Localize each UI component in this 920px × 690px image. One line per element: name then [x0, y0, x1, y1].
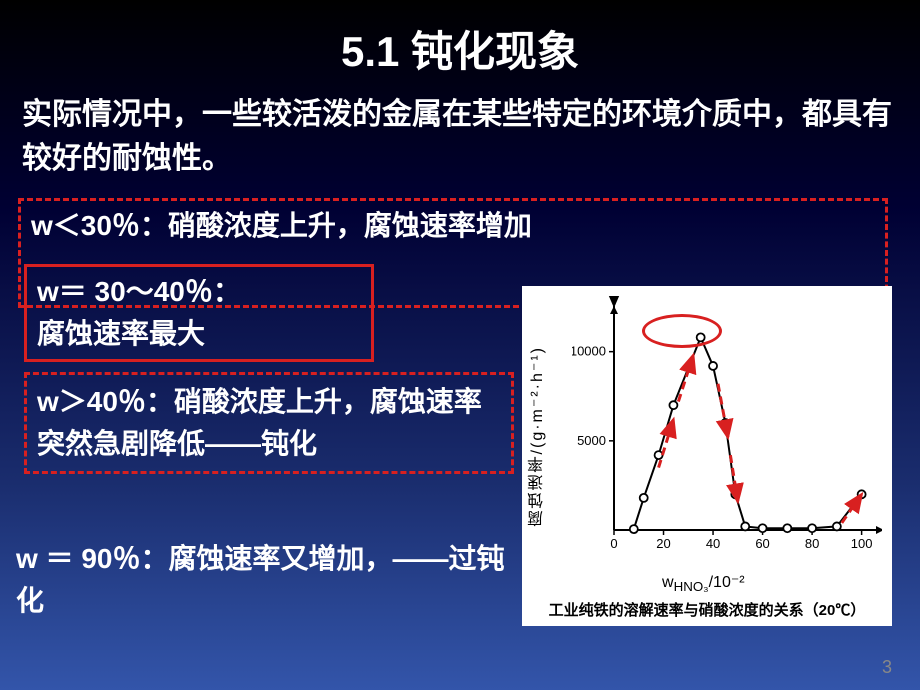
- rule-4: w ＝ 90％：腐蚀速率又增加，——过钝化: [16, 538, 516, 622]
- page-number: 3: [882, 657, 892, 678]
- peak-highlight-ellipse: [642, 314, 722, 348]
- chart-y-label: 腐蚀速率/(g·m⁻²·h⁻¹): [526, 346, 550, 526]
- rule-1-text: w＜30％：硝酸浓度上升，腐蚀速率增加: [31, 205, 875, 247]
- chart-svg: 0 20 40 60 80 100 5000 10000: [572, 296, 882, 566]
- rule-2-line-2: 腐蚀速率最大: [37, 313, 361, 355]
- rule-3-text: w＞40％：硝酸浓度上升，腐蚀速率突然急剧降低——钝化: [37, 386, 482, 459]
- chart-caption: 工业纯铁的溶解速率与硝酸浓度的关系（20℃）: [522, 599, 892, 620]
- rule-box-2: w＝ 30～40％： 腐蚀速率最大: [24, 264, 374, 362]
- chart-x-label: wHNO₃/10⁻²: [662, 572, 745, 594]
- svg-text:0: 0: [610, 536, 617, 551]
- chart-container: 腐蚀速率/(g·m⁻²·h⁻¹) 0 20 40 60 80 100 5000 10000 w…: [522, 286, 892, 626]
- svg-text:20: 20: [656, 536, 670, 551]
- svg-text:80: 80: [805, 536, 819, 551]
- svg-text:100: 100: [851, 536, 873, 551]
- svg-text:5000: 5000: [577, 433, 606, 448]
- rule-2-line-1: w＝ 30～40％：: [37, 271, 361, 313]
- svg-text:60: 60: [755, 536, 769, 551]
- intro-text: 实际情况中，一些较活泼的金属在某些特定的环境介质中，都具有较好的耐蚀性。: [0, 93, 920, 198]
- slide-title: 5.1 钝化现象: [0, 0, 920, 93]
- rule-4-text: w ＝ 90％：腐蚀速率又增加，——过钝化: [16, 543, 504, 616]
- svg-text:40: 40: [706, 536, 720, 551]
- rule-box-3: w＞40％：硝酸浓度上升，腐蚀速率突然急剧降低——钝化: [24, 372, 514, 474]
- svg-text:10000: 10000: [572, 344, 606, 359]
